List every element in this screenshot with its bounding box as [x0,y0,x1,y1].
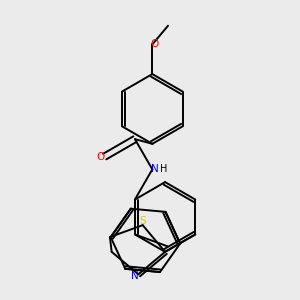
Text: S: S [140,217,146,226]
Text: O: O [96,152,104,162]
Text: N: N [131,271,139,281]
Text: O: O [150,39,158,50]
Text: H: H [160,164,167,174]
Text: N: N [151,164,159,174]
